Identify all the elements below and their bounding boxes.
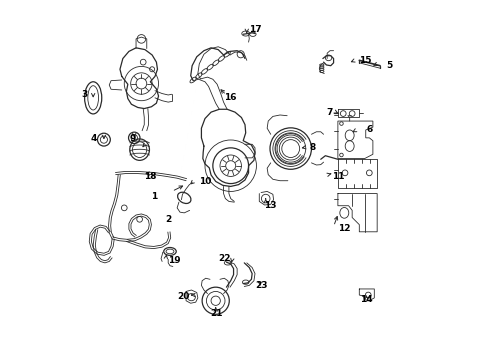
Text: 11: 11: [333, 172, 345, 181]
Text: 16: 16: [224, 93, 237, 102]
Text: 14: 14: [360, 295, 373, 304]
Text: 15: 15: [359, 56, 372, 65]
Text: 22: 22: [218, 254, 231, 263]
Text: 7: 7: [326, 108, 333, 117]
Text: 17: 17: [248, 26, 261, 35]
Text: 23: 23: [255, 281, 268, 290]
Text: 21: 21: [210, 310, 222, 319]
Text: 18: 18: [144, 172, 157, 181]
Text: 6: 6: [367, 126, 373, 135]
Text: 3: 3: [81, 90, 88, 99]
Text: 5: 5: [386, 61, 392, 70]
Text: 10: 10: [198, 177, 211, 186]
Text: 19: 19: [168, 256, 181, 265]
Text: 13: 13: [264, 201, 276, 210]
Text: 1: 1: [151, 192, 157, 201]
Text: 8: 8: [309, 143, 316, 152]
Text: 12: 12: [338, 224, 350, 233]
Text: 4: 4: [90, 134, 97, 143]
Text: 9: 9: [129, 134, 136, 143]
Text: 2: 2: [165, 215, 172, 224]
Text: 20: 20: [177, 292, 190, 301]
